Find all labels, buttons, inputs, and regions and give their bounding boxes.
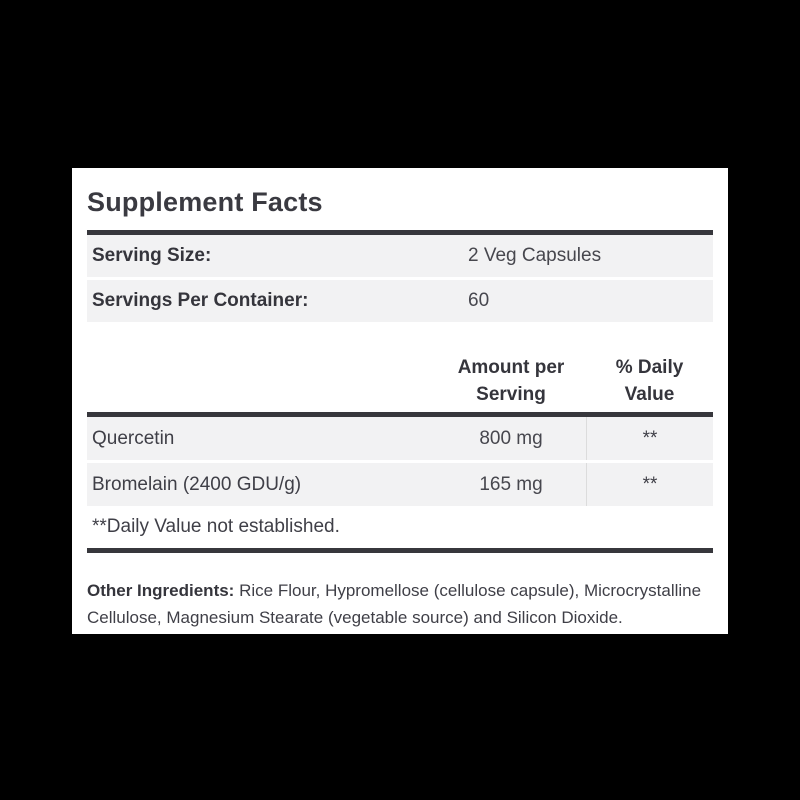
ingredient-amount: 800 mg: [479, 427, 543, 449]
column-header-spacer: [87, 354, 436, 408]
column-header-row: Amount per Serving % Daily Value: [87, 354, 713, 408]
ingredient-amount: 165 mg: [479, 473, 543, 495]
divider-bar-middle: [87, 412, 713, 417]
divider-bar-top: [87, 230, 713, 235]
ingredient-daily-value: **: [586, 463, 713, 506]
servings-per-container-row: Servings Per Container: 60: [87, 280, 713, 322]
column-header-daily-value: % Daily Value: [586, 354, 713, 408]
serving-size-value: 2 Veg Capsules: [468, 245, 602, 266]
divider-bar-bottom: [87, 548, 713, 553]
serving-size-label: Serving Size:: [92, 245, 212, 266]
amount-per-serving-header: Amount per Serving: [457, 357, 565, 405]
percent-daily-value-header: % Daily Value: [615, 357, 684, 405]
other-ingredients-text: Rice Flour, Hypromellose (cellulose caps…: [87, 581, 702, 627]
ingredient-row-bromelain: Bromelain (2400 GDU/g) 165 mg **: [87, 463, 713, 506]
ingredient-name: Quercetin: [92, 427, 175, 449]
ingredient-name: Bromelain (2400 GDU/g): [92, 473, 302, 495]
ingredient-daily-value: **: [586, 417, 713, 460]
servings-per-container-label: Servings Per Container:: [92, 290, 309, 311]
serving-size-row: Serving Size: 2 Veg Capsules: [87, 235, 713, 277]
footnote-text: **Daily Value not established.: [92, 516, 340, 537]
other-ingredients-paragraph: Other Ingredients: Rice Flour, Hypromell…: [87, 577, 713, 631]
servings-per-container-value: 60: [468, 290, 490, 311]
other-ingredients-label: Other Ingredients:: [87, 581, 235, 600]
daily-value-footnote: **Daily Value not established.: [87, 506, 713, 548]
ingredient-row-quercetin: Quercetin 800 mg **: [87, 417, 713, 460]
column-header-amount: Amount per Serving: [436, 354, 586, 408]
supplement-facts-panel: Supplement Facts Serving Size: 2 Veg Cap…: [72, 168, 728, 634]
panel-title: Supplement Facts: [87, 187, 323, 217]
